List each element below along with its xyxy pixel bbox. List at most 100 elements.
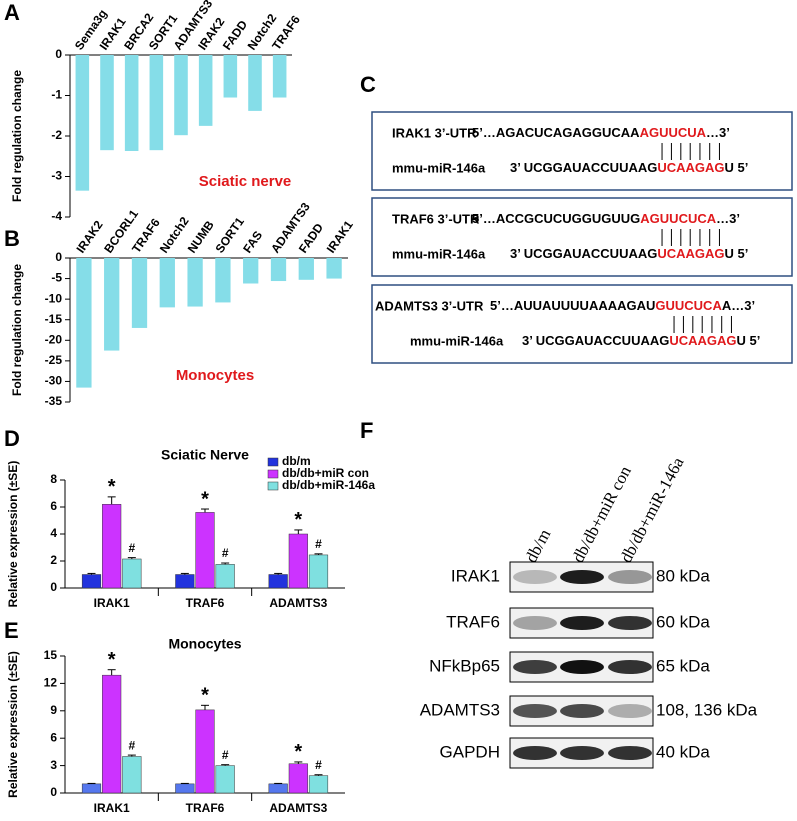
mirna-seq: 3’ UCGGAUACCUUAAG: [510, 246, 657, 261]
blot-band: [513, 660, 557, 674]
mirna-seed: UCAAGAG: [657, 246, 724, 261]
blot-band: [608, 616, 652, 630]
bar: [288, 533, 308, 589]
bar: [76, 258, 92, 388]
bar: [195, 512, 215, 589]
mirna-label: mmu-miR-146a: [410, 333, 504, 348]
error-bar: [107, 496, 116, 505]
bar: [215, 564, 235, 589]
blot-band: [608, 704, 652, 718]
mirna-end: U 5’: [737, 333, 761, 348]
blot-band: [513, 570, 557, 584]
y-tick-label: 6: [50, 730, 57, 744]
error-bar: [294, 529, 303, 534]
y-tick-label: -4: [51, 209, 62, 223]
annotation: Monocytes: [176, 367, 254, 384]
size-label: 65 kDa: [656, 656, 710, 675]
bar: [270, 258, 287, 282]
x-tick-label: ADAMTS3: [269, 801, 327, 815]
legend-label: db/db+miR con: [282, 466, 369, 480]
utr-label: ADAMTS3 3’-UTR: [375, 298, 484, 313]
significance-marker: *: [294, 741, 302, 763]
error-bar: [201, 508, 209, 513]
bar: [326, 258, 342, 279]
blot-band: [608, 746, 652, 760]
utr-sequence: 5’…ACCGCUCUGGUGUUGAGUUCUCA…3’: [472, 211, 740, 226]
bar: [100, 55, 114, 151]
bar: [131, 258, 148, 328]
x-tick-label: IRAK2: [73, 218, 105, 256]
blot-band: [513, 616, 557, 630]
bar: [187, 258, 203, 307]
bar: [215, 765, 235, 794]
blot-band: [560, 746, 604, 760]
y-tick-label: -10: [45, 291, 63, 305]
bar: [215, 258, 231, 303]
utr-label: IRAK1 3’-UTR: [392, 125, 477, 140]
y-tick-label: 4: [50, 526, 57, 540]
utr-site: AGUUCUA: [640, 125, 707, 140]
y-tick-label: -5: [51, 271, 62, 285]
y-tick-label: -15: [45, 312, 63, 326]
significance-marker: #: [128, 541, 135, 555]
bar: [149, 55, 164, 151]
blot-band: [608, 570, 652, 584]
bar: [102, 504, 122, 589]
bar: [248, 55, 262, 111]
error-bar: [314, 553, 323, 555]
y-axis-label: Relative expression (±SE): [6, 651, 20, 798]
utr-sequence: 5’…AGACUCAGAGGUCAAAGUUCUA…3’: [472, 125, 730, 140]
bar: [198, 55, 213, 126]
chart-title: Sciatic Nerve: [161, 447, 249, 463]
mirna-seed: UCAAGAG: [657, 160, 724, 175]
error-bar: [107, 669, 116, 676]
y-tick-label: 15: [44, 648, 58, 662]
size-label: 108, 136 kDa: [656, 700, 758, 719]
chart-title: Monocytes: [168, 636, 241, 652]
utr-end: A…3’: [722, 298, 755, 313]
alignment-box: [371, 111, 793, 191]
significance-marker: *: [201, 685, 209, 707]
error-bar: [221, 562, 230, 565]
bar: [243, 258, 259, 284]
utr-site: GUUCUCA: [655, 298, 722, 313]
utr-site: AGUUCUCA: [640, 211, 716, 226]
alignment-box: [371, 284, 793, 364]
bar: [308, 554, 329, 589]
significance-marker: #: [315, 758, 322, 772]
blot-band: [560, 704, 604, 718]
error-bar: [127, 754, 136, 757]
bar: [122, 558, 142, 589]
blot-band: [513, 704, 557, 718]
utr-label: TRAF6 3’-UTR: [392, 211, 480, 226]
bar: [175, 574, 195, 589]
y-tick-label: -1: [51, 88, 62, 102]
x-tick-label: TRAF6: [186, 596, 225, 610]
y-tick-label: -35: [45, 394, 63, 408]
panel-letter: C: [360, 72, 376, 97]
y-tick-label: 12: [44, 676, 58, 690]
bar: [268, 574, 288, 589]
mirna-seq: 3’ UCGGAUACCUUAAG: [522, 333, 669, 348]
significance-marker: #: [315, 537, 322, 551]
bar: [81, 574, 102, 589]
bar: [104, 258, 120, 351]
error-bar: [274, 572, 283, 575]
protein-label: GAPDH: [440, 742, 500, 761]
protein-label: ADAMTS3: [420, 700, 500, 719]
blot-band: [560, 570, 604, 584]
x-tick-label: ADAMTS3: [269, 596, 327, 610]
x-tick-label: IRAK1: [94, 801, 130, 815]
bar: [174, 55, 188, 136]
bar: [175, 783, 195, 794]
mirna-sequence: 3’ UCGGAUACCUUAAGUCAAGAGU 5’: [510, 160, 748, 175]
bar: [288, 763, 308, 794]
significance-marker: *: [201, 488, 209, 510]
y-tick-label: 6: [50, 499, 57, 513]
y-tick-label: 0: [55, 47, 62, 61]
panel-letter: E: [4, 618, 19, 643]
bar: [122, 756, 142, 794]
protein-label: NFkBp65: [429, 656, 500, 675]
bar: [124, 55, 139, 151]
